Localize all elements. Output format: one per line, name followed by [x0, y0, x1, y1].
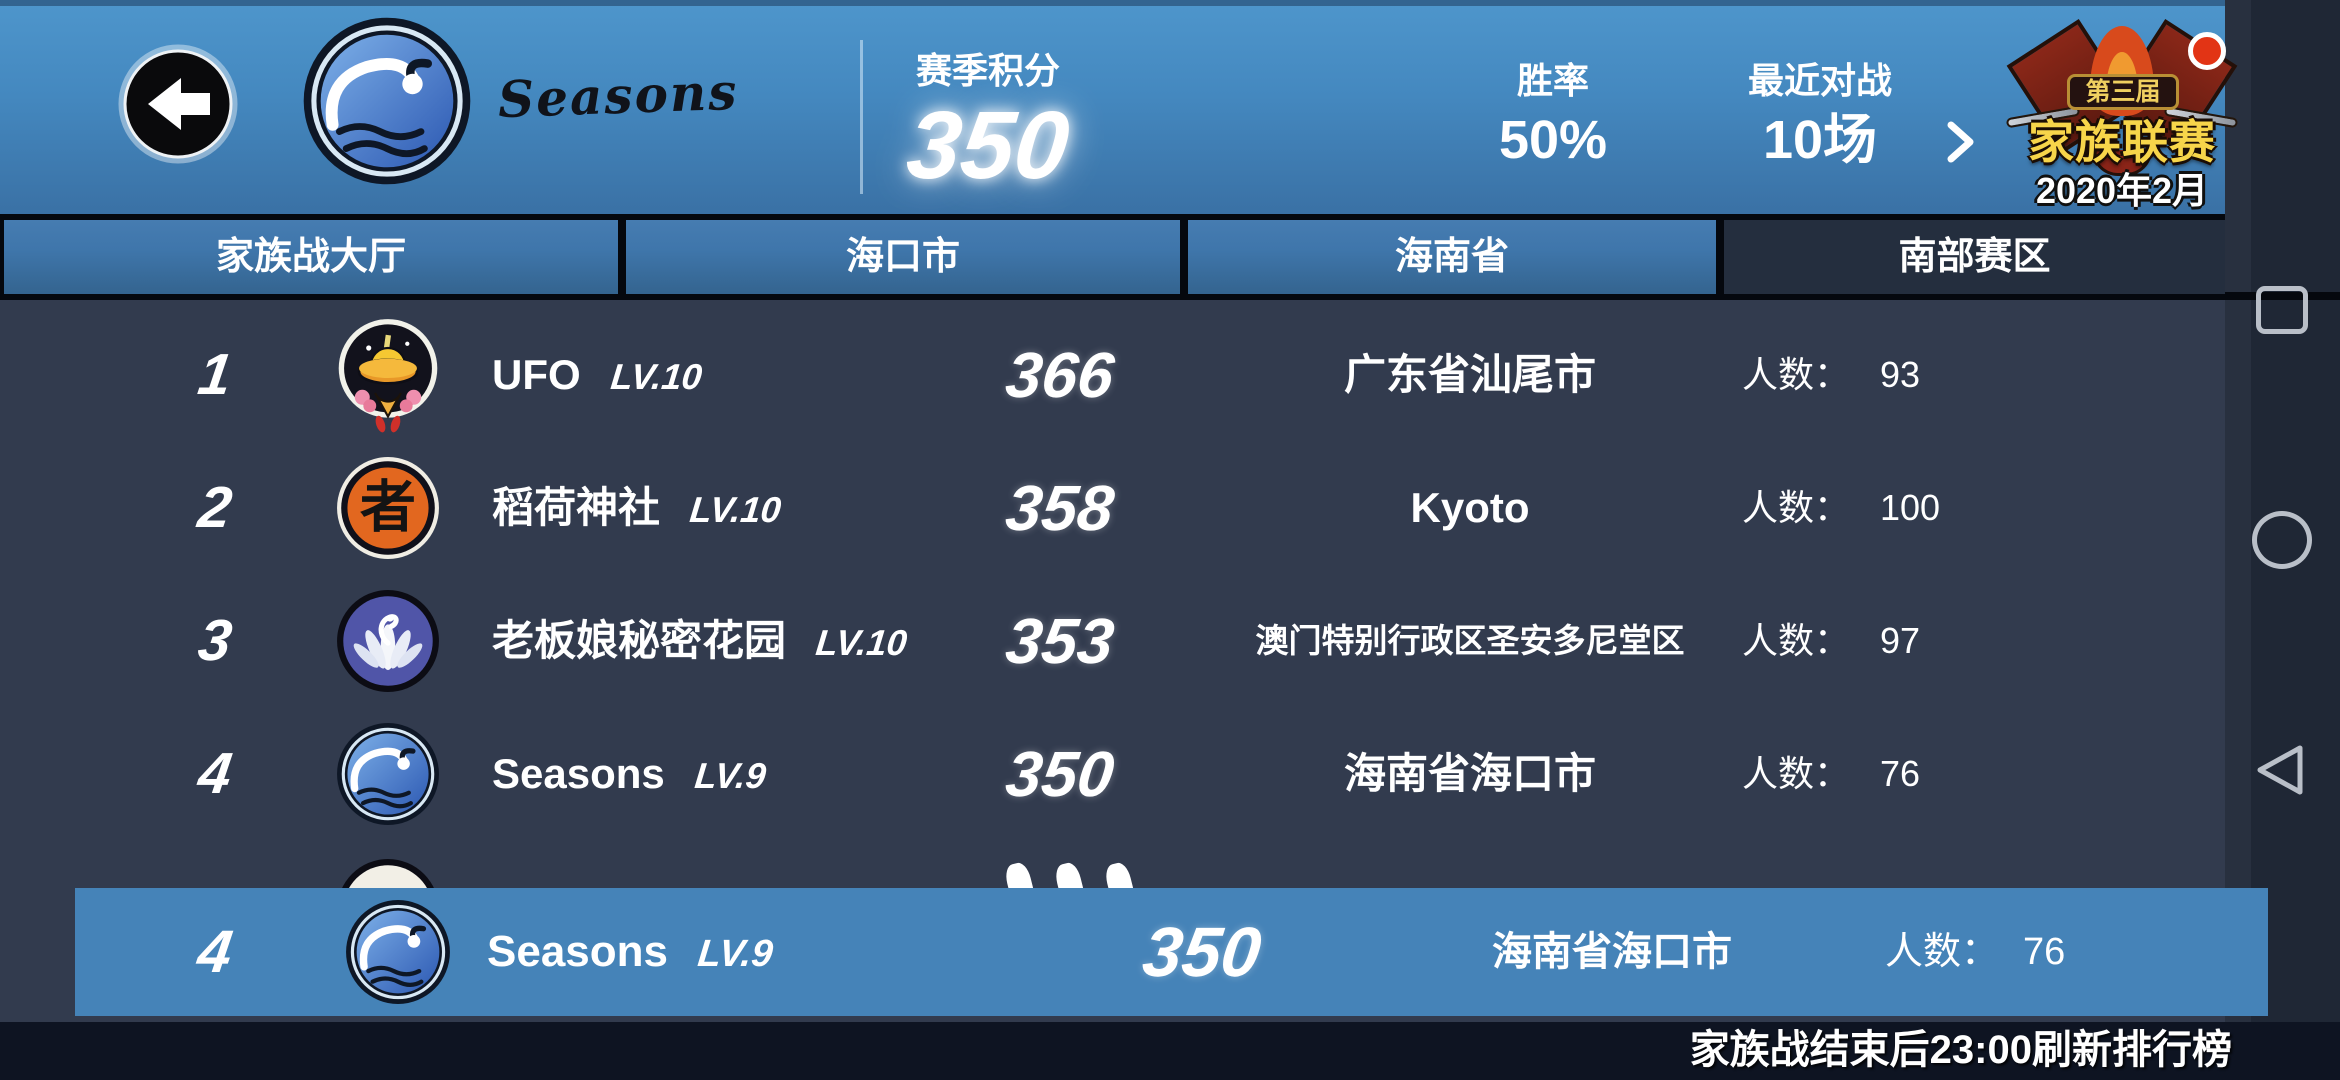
season-points-stat: 赛季积分 350	[868, 42, 1108, 199]
tab-south-division[interactable]: 南部赛区	[1724, 220, 2225, 294]
members-value: 100	[1880, 487, 1941, 528]
tab-family-war-hall[interactable]: 家族战大厅	[4, 220, 618, 294]
members-label: 人数：	[1742, 354, 1851, 395]
clan-region: Kyoto	[1410, 484, 1530, 531]
clan-kanji-emblem-icon: 者	[337, 457, 439, 559]
badge-date: 2020年2月	[2035, 170, 2209, 211]
clan-level: LV.9	[693, 755, 769, 796]
table-row[interactable]: 3 老板娘秘密花园 LV.10 353 澳门特别行政区圣安多尼堂区 人数： 97	[0, 574, 2225, 708]
members-label: 人数：	[1885, 931, 2000, 973]
back-arrow-icon	[148, 78, 210, 130]
clan-score: 353	[1002, 605, 1118, 677]
table-row[interactable]: 1 UFO LV.10 366 广东省汕尾市	[0, 308, 2225, 442]
members-value: 76	[1880, 753, 1921, 794]
rank: 1	[194, 342, 236, 407]
back-triangle-icon[interactable]	[2250, 742, 2310, 798]
clan-name: UFO	[492, 351, 581, 398]
clan-level: LV.10	[609, 356, 705, 397]
members-label: 人数：	[1742, 620, 1851, 661]
badge-title: 家族联赛	[2028, 116, 2216, 168]
clan-header: Seasons 赛季积分 350 胜率 50% 最近对战 10场 第三届 家族联…	[0, 0, 2239, 214]
svg-text:者: 者	[360, 476, 416, 541]
clan-wave-emblem-icon[interactable]	[302, 16, 472, 186]
home-circle-icon[interactable]	[2252, 511, 2312, 569]
clan-score: 350	[1002, 738, 1118, 810]
notification-dot	[2188, 32, 2226, 70]
clan-wave-emblem-icon	[337, 723, 439, 825]
members-value: 97	[1880, 620, 1921, 661]
clan-score: 350	[1138, 913, 1266, 991]
clan-region: 海南省海口市	[1343, 750, 1596, 797]
clan-level: LV.9	[696, 933, 776, 975]
members-value: 76	[2023, 931, 2066, 973]
clan-ufo-emblem-icon	[338, 319, 438, 433]
table-row[interactable]: 2 者 稻荷神社 LV.10 358 Kyoto 人数： 100	[0, 441, 2225, 575]
clan-region: 广东省汕尾市	[1343, 351, 1596, 398]
tab-city[interactable]: 海口市	[626, 220, 1180, 294]
clan-name: 老板娘秘密花园	[492, 617, 787, 664]
rank: 4	[194, 741, 236, 806]
members-label: 人数：	[1742, 753, 1851, 794]
season-points-value: 350	[902, 92, 1074, 199]
rank: 3	[194, 608, 236, 673]
clan-region: 海南省海口市	[1492, 930, 1732, 974]
region-tabbar: 家族战大厅 海口市 海南省 南部赛区	[0, 214, 2225, 300]
rank: 2	[194, 475, 236, 540]
recent-battles-label: 最近对战	[1747, 60, 1892, 101]
recent-battles-value: 10场	[1762, 110, 1878, 170]
table-row[interactable]: 4 Seasons LV.9 350	[0, 707, 2225, 841]
win-rate-label: 胜率	[1516, 60, 1589, 101]
season-points-label: 赛季积分	[915, 50, 1060, 91]
header-divider	[860, 40, 863, 194]
clan-level: LV.10	[688, 489, 784, 530]
clan-score: 358	[1002, 472, 1118, 544]
members-value: 93	[1880, 354, 1921, 395]
refresh-notice: 家族战结束后23:00刷新排行榜	[1689, 1028, 2232, 1072]
clan-region: 澳门特别行政区圣安多尼堂区	[1255, 622, 1685, 659]
tab-province[interactable]: 海南省	[1188, 220, 1716, 294]
recent-battles-chevron-icon[interactable]	[1946, 120, 1976, 164]
clan-level: LV.10	[814, 622, 910, 663]
clan-name: Seasons	[487, 927, 668, 976]
badge-edition: 第三届	[2067, 74, 2179, 110]
clan-crane-emblem-icon	[337, 590, 439, 692]
clan-name: Seasons	[492, 750, 665, 797]
members-label: 人数：	[1742, 487, 1851, 528]
footer-bar: 家族战结束后23:00刷新排行榜	[0, 1022, 2340, 1080]
rank: 4	[193, 918, 237, 985]
family-league-event-badge[interactable]: 第三届 家族联赛 2020年2月	[2005, 8, 2239, 211]
clan-name: 稻荷神社	[492, 484, 661, 531]
selected-clan-row[interactable]: 4 Seasons LV.9 350 海南省海口市 人数： 76	[75, 888, 2268, 1016]
recent-battles-stat[interactable]: 最近对战 10场	[1700, 52, 1940, 176]
back-button[interactable]	[118, 44, 238, 164]
recents-square-icon[interactable]	[2256, 286, 2308, 334]
clan-wave-emblem-icon	[346, 900, 450, 1004]
win-rate-value: 50%	[1498, 110, 1608, 170]
win-rate-stat: 胜率 50%	[1448, 52, 1658, 176]
clan-name: Seasons	[497, 61, 740, 130]
clan-score: 366	[1002, 339, 1118, 411]
